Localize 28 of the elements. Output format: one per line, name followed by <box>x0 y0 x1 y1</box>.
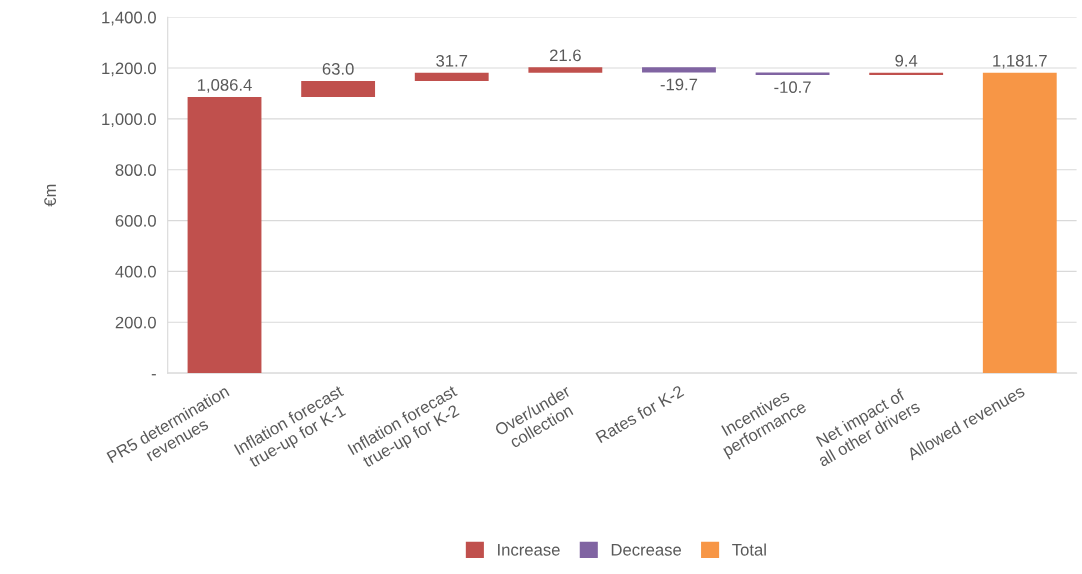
data-label: 1,086.4 <box>197 78 252 93</box>
y-tick-label: 800.0 <box>115 164 156 176</box>
legend-label: Total <box>732 543 766 556</box>
bar <box>755 72 830 76</box>
data-label: 31.7 <box>436 54 468 67</box>
y-tick-label: 200.0 <box>115 316 156 329</box>
bar <box>414 72 489 81</box>
bar <box>301 80 376 97</box>
bar <box>982 72 1057 374</box>
data-label: 21.6 <box>549 49 581 62</box>
y-tick-label: 1,000.0 <box>102 113 156 128</box>
bar <box>642 67 716 73</box>
bar <box>187 96 262 374</box>
y-tick-label: 1,200.0 <box>102 62 156 77</box>
data-label: 1,181.7 <box>993 54 1047 69</box>
data-label: 9.4 <box>895 54 918 67</box>
x-tick-label: Rates for K-2 <box>595 384 685 444</box>
y-tick-label: - <box>151 374 156 376</box>
y-tick-label: 600.0 <box>115 214 156 227</box>
bar <box>528 67 603 73</box>
legend-label: Increase <box>498 544 560 556</box>
data-label: -19.7 <box>660 78 698 91</box>
data-label: 63.0 <box>322 62 354 75</box>
y-axis-title: €m <box>44 184 57 207</box>
legend-label: Decrease <box>611 544 682 556</box>
y-tick-label: 1,400.0 <box>102 11 156 26</box>
data-label: -10.7 <box>774 81 811 94</box>
y-tick-label: 400.0 <box>115 265 156 278</box>
